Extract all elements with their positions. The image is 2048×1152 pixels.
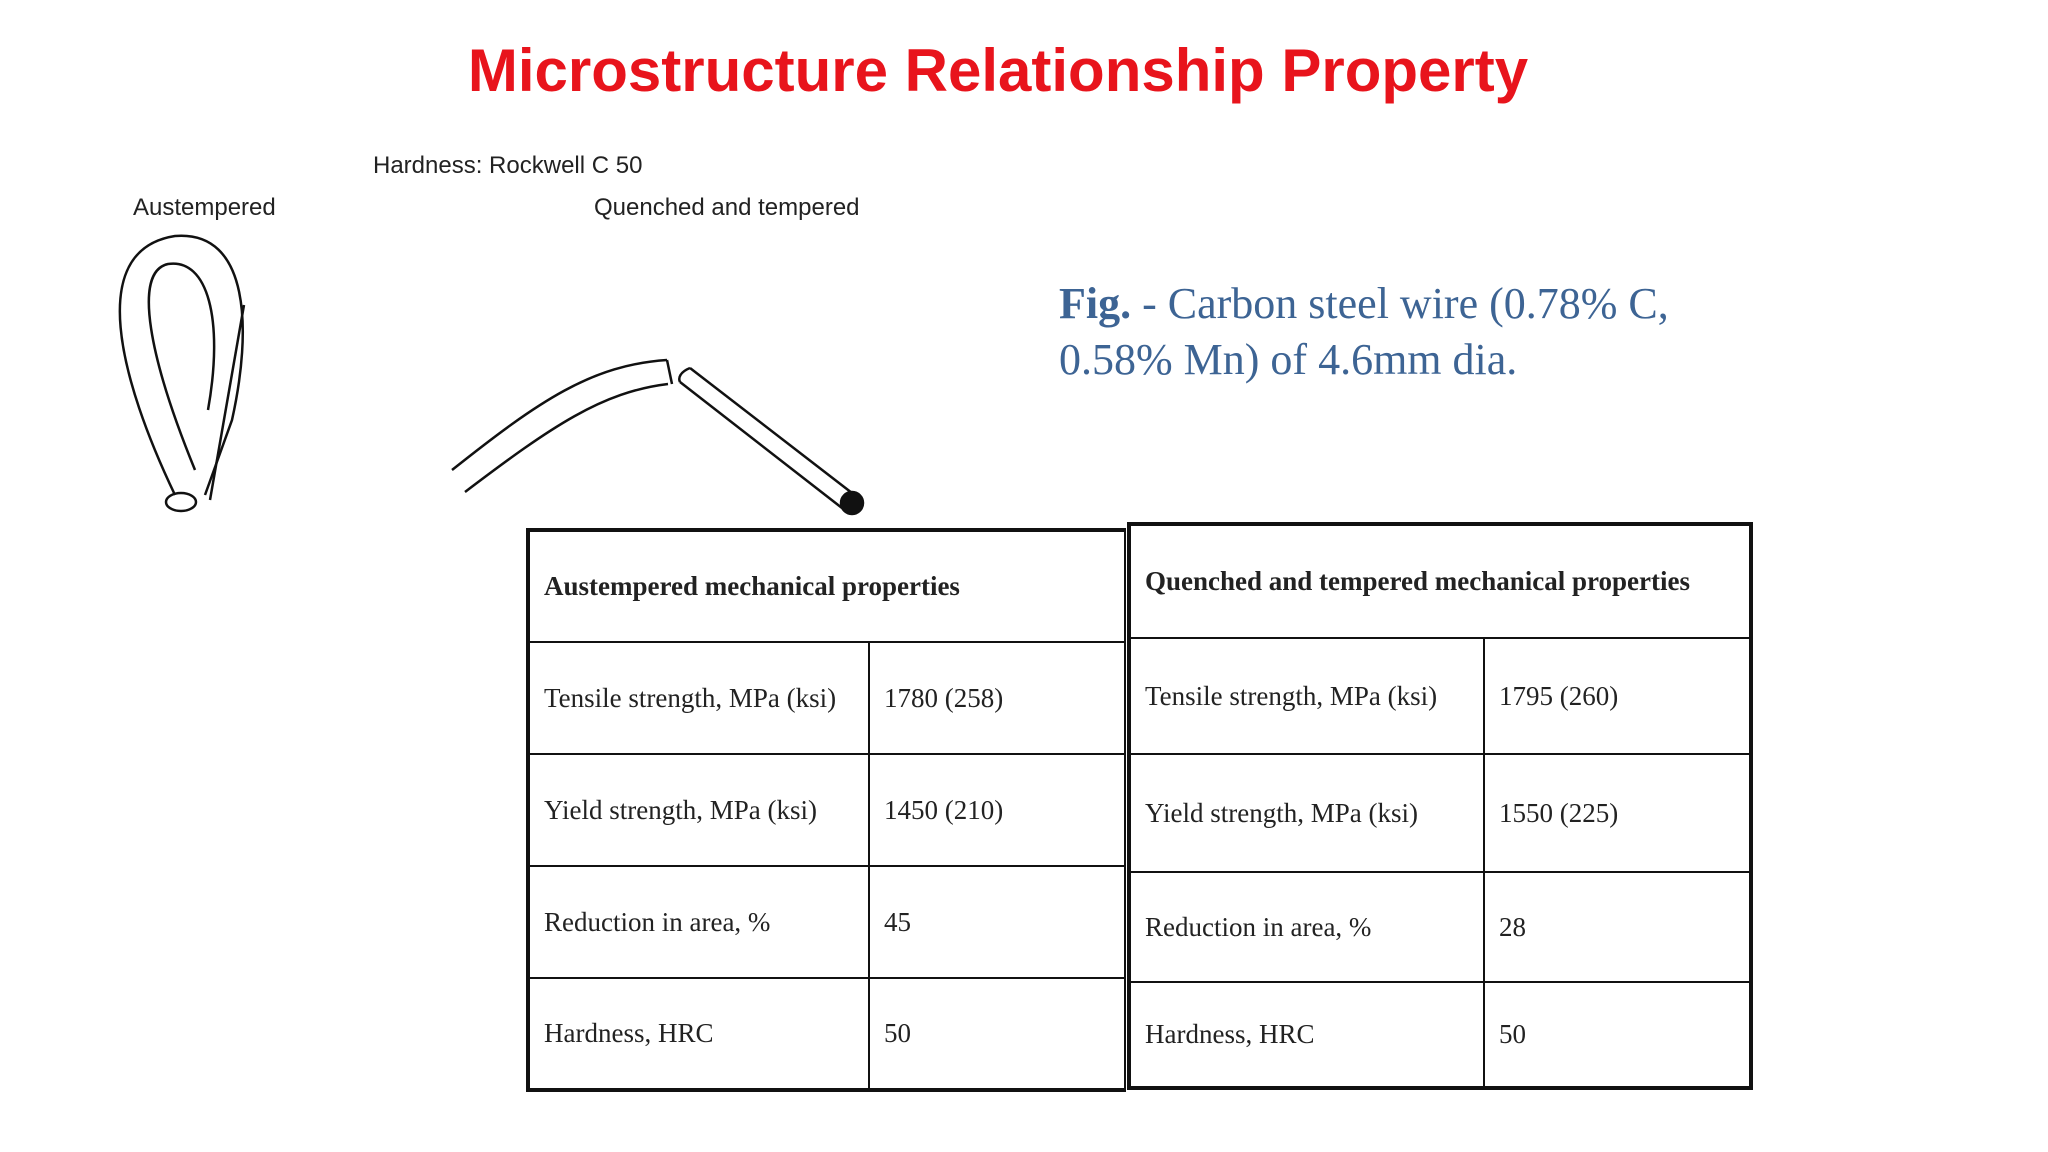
left-label: Austempered: [133, 194, 276, 221]
value-cell: 50: [1483, 981, 1752, 1089]
hardness-label: Hardness: Rockwell C 50: [373, 152, 643, 179]
value-cell: 50: [868, 977, 1126, 1091]
header-row: Austempered mechanical properties: [527, 529, 1126, 643]
caption-text: - Carbon steel wire (0.78% C, 0.58% Mn) …: [1059, 279, 1669, 384]
table-header: Austempered mechanical properties: [527, 529, 1126, 643]
properties-table: Quenched and tempered mechanical propert…: [1127, 522, 1753, 1090]
properties-table: Austempered mechanical properties Tensile…: [526, 528, 1126, 1092]
property-cell: Reduction in area, %: [527, 865, 870, 979]
wire-right-bottom: [679, 381, 843, 509]
property-cell: Reduction in area, %: [1128, 871, 1485, 983]
value-cell: 45: [868, 865, 1126, 979]
header-row: Quenched and tempered mechanical propert…: [1128, 523, 1752, 639]
table-row: Reduction in area, % 28: [1128, 871, 1752, 983]
hairpin-inner: [147, 262, 216, 471]
right-label: Quenched and tempered: [594, 194, 860, 221]
table-row: Reduction in area, % 45: [527, 865, 1126, 979]
table-row: Yield strength, MPa (ksi) 1550 (225): [1128, 753, 1752, 873]
table-row: Yield strength, MPa (ksi) 1450 (210): [527, 753, 1126, 867]
table-row: Tensile strength, MPa (ksi) 1795 (260): [1128, 637, 1752, 755]
table-row: Hardness, HRC 50: [1128, 981, 1752, 1089]
wire-right-top: [689, 367, 853, 494]
property-cell: Tensile strength, MPa (ksi): [1128, 637, 1485, 755]
table-row: Hardness, HRC 50: [527, 977, 1126, 1091]
value-cell: 1795 (260): [1483, 637, 1752, 755]
slide-title: Microstructure Relationship Property: [467, 37, 1529, 104]
wire-right-end: [678, 366, 691, 383]
wire-left-end: [665, 359, 674, 385]
value-cell: 1780 (258): [868, 641, 1126, 755]
property-cell: Yield strength, MPa (ksi): [1128, 753, 1485, 873]
value-cell: 1550 (225): [1483, 753, 1752, 873]
hairpin-end: [164, 491, 198, 513]
value-cell: 1450 (210): [868, 753, 1126, 867]
wire-left-bottom: [464, 382, 669, 493]
figure-caption: Fig. - Carbon steel wire (0.78% C, 0.58%…: [1059, 276, 1739, 388]
property-cell: Hardness, HRC: [527, 977, 870, 1091]
property-cell: Tensile strength, MPa (ksi): [527, 641, 870, 755]
hairpin-outer: [118, 234, 244, 496]
table-row: Tensile strength, MPa (ksi) 1780 (258): [527, 641, 1126, 755]
property-cell: Hardness, HRC: [1128, 981, 1485, 1089]
table-header: Quenched and tempered mechanical propert…: [1128, 523, 1752, 639]
wire-drawing: [118, 234, 865, 516]
value-cell: 28: [1483, 871, 1752, 983]
hairpin-strand: [208, 304, 246, 501]
property-cell: Yield strength, MPa (ksi): [527, 753, 870, 867]
caption-label: Fig.: [1059, 279, 1132, 328]
wire-left-top: [451, 358, 668, 471]
wire-tip: [839, 490, 865, 516]
